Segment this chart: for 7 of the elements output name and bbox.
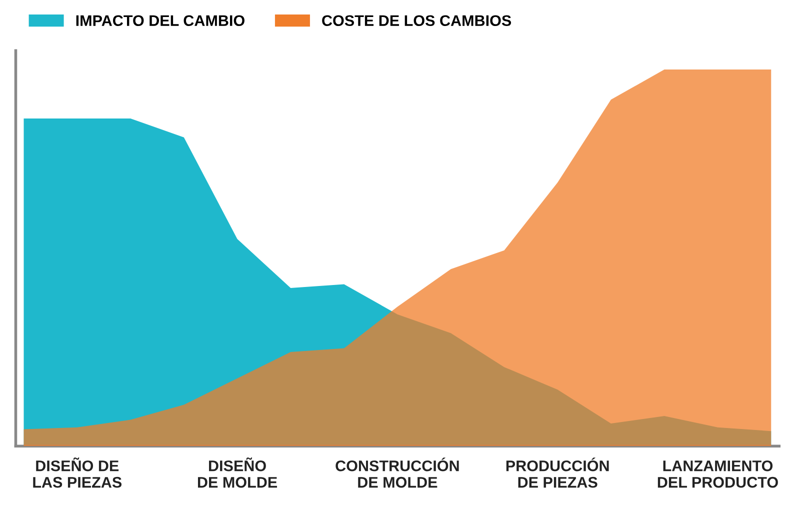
- x-tick-label: LANZAMIENTO DEL PRODUCTO: [658, 460, 778, 488]
- x-tick-label: DISEÑO DE LAS PIEZAS: [33, 458, 122, 488]
- legend-label: IMPACTO DEL CAMBIO: [76, 15, 244, 26]
- x-tick-label: DISEÑO DE MOLDE: [198, 458, 278, 488]
- legend-label: COSTE DE LOS CAMBIOS: [322, 15, 512, 26]
- x-tick-label: PRODUCCIÓN DE PIEZAS: [506, 458, 609, 488]
- x-tick-label: CONSTRUCCIÓN DE MOLDE: [336, 458, 459, 488]
